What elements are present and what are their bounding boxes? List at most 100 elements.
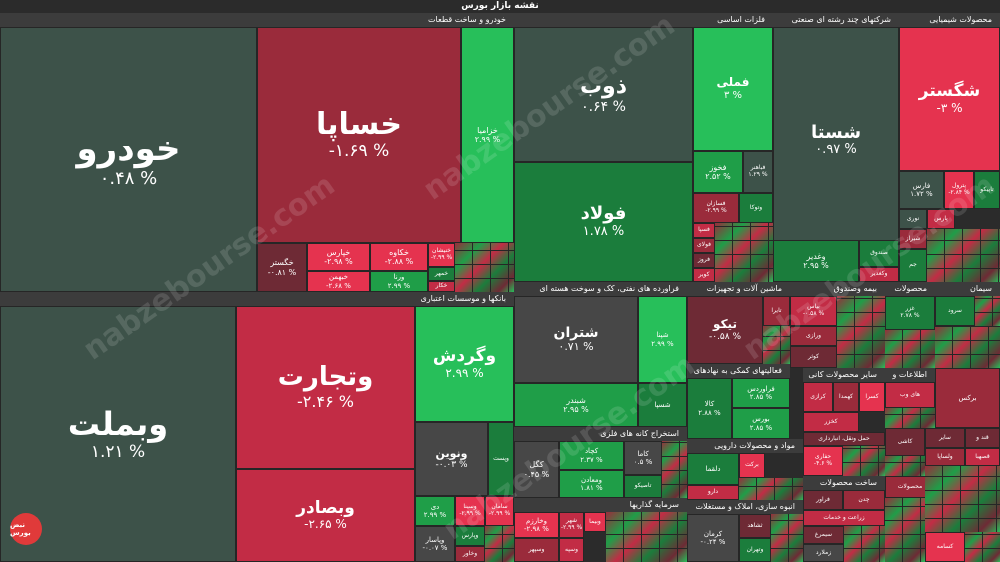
tile-fameli[interactable]: فملی ۳ % (693, 27, 773, 151)
tile-faravar[interactable]: فراور (803, 490, 843, 510)
tile-dalqema[interactable]: دلقما (687, 453, 739, 485)
tile-kasra[interactable]: کسرا (859, 382, 885, 412)
tile-vtehran[interactable]: وتهران (739, 538, 771, 562)
sector-header[interactable]: سرمایه گذاریها (514, 498, 687, 512)
tile-kashi[interactable]: کاشی (885, 428, 925, 456)
sector-header[interactable]: ساخت محصولات (803, 476, 885, 490)
tile-soroud[interactable]: سرود (935, 296, 975, 326)
tile-cluster[interactable] (925, 466, 1000, 532)
tile-hamyab[interactable]: های وب (885, 382, 935, 408)
sector-header[interactable]: محصولات شیمیایی (899, 13, 1000, 27)
tile-tasiko[interactable]: تاصیکو (624, 475, 662, 498)
tile-cluster[interactable] (844, 526, 885, 562)
tile-bimas[interactable]: بیاس -۰.۵۸ % (790, 296, 837, 326)
tile-cluster[interactable] (715, 223, 773, 282)
tile-darou[interactable]: دارو (687, 485, 739, 500)
tile-khmohr[interactable]: خمهر (428, 267, 455, 281)
tile-khzamia[interactable]: خزامیا ۲.۹۹ % (461, 27, 514, 243)
tile-cluster[interactable] (739, 478, 803, 500)
tile-cluster[interactable] (763, 326, 790, 364)
tile-sandouq[interactable]: صندوق (859, 240, 899, 267)
sector-header[interactable]: ماشین آلات و تجهیزات (687, 282, 790, 296)
tile-ghasom[interactable]: قصهبا (965, 448, 1000, 466)
tile-vsepehr[interactable]: وسپهر (514, 538, 559, 562)
tile-hami[interactable]: حمل ونقل، انبارداری (803, 432, 885, 446)
tile-zob[interactable]: ذوب ۰.۶۴ % (514, 27, 693, 162)
tile-vpasar[interactable]: وپاسار -۰.۰۷ % (415, 526, 455, 562)
tile-cluster[interactable] (885, 408, 935, 428)
sector-header[interactable]: فعالیتهای کمکی به نهادهای (687, 364, 790, 378)
sector-header[interactable]: بیمه وصندوق (790, 282, 885, 296)
tile-shasta[interactable]: شستا ۰.۹۷ % (773, 27, 899, 254)
tile-vbsader[interactable]: وبصادر -۲.۶۵ % (236, 469, 415, 562)
tile-khgostar[interactable]: خگستر -۰.۸۱ % (257, 243, 307, 292)
tile-shiraz[interactable]: شیراز (899, 229, 927, 249)
tile-fravars[interactable]: فراوردس ۲.۸۵ % (732, 378, 790, 408)
tile-jam[interactable]: جم (899, 249, 927, 282)
tile-vrazi[interactable]: ورازی (790, 326, 837, 346)
tile-cluster[interactable] (965, 532, 1000, 562)
tile-vsina[interactable]: وسینا -۲.۹۹ % (455, 496, 485, 526)
tile-khsapa[interactable]: خساپا -۱.۶۹ % (257, 27, 461, 243)
tile-vbima[interactable]: وبیما (584, 512, 606, 532)
tile-sheshahed[interactable]: ثشاهد (739, 514, 771, 538)
tile-vsapa[interactable]: وسپه (559, 538, 584, 562)
sector-header[interactable]: مواد و محصولات دارویی (687, 439, 803, 453)
tile-kehamda[interactable]: کهمدا (833, 382, 859, 412)
tile-pars[interactable]: پارس (927, 209, 955, 229)
tile-vrena[interactable]: ورنا ۲.۹۹ % (370, 271, 428, 292)
tile-votoka[interactable]: وتوکا (739, 193, 773, 223)
tile-shsepa[interactable]: شسپا (638, 383, 687, 427)
tile-khkar[interactable]: خکار (428, 281, 455, 292)
tile-hafari[interactable]: حفاری -۴.۶ % (803, 446, 843, 476)
tile-kasama[interactable]: کسامه (925, 532, 965, 562)
tile-tiko[interactable]: تیکو -۰.۵۸ % (687, 296, 763, 364)
tile-khkave[interactable]: خکاوه -۲.۸۸ % (370, 243, 428, 271)
tile-vgardesh[interactable]: وگردش ۲.۹۹ % (415, 306, 514, 422)
tile-fsazan[interactable]: فسازان -۲.۹۹ % (693, 193, 739, 223)
tile-fars[interactable]: فارس ۱.۷۲ % (899, 171, 944, 209)
tile-vghadir[interactable]: وغدیر ۲.۹۵ % (773, 240, 859, 282)
tile-khnishan[interactable]: خنیشان -۲.۹۹ % (428, 243, 455, 267)
tile-fasfa[interactable]: فسپا (693, 223, 715, 238)
tile-kama[interactable]: کاما ۰.۵ % (624, 441, 662, 475)
tile-barkas[interactable]: برکس (935, 368, 1000, 428)
tile-kekhazar[interactable]: کخزر (803, 412, 859, 432)
sector-header[interactable]: سیمان (935, 282, 1000, 296)
tile-zamaza[interactable]: زملارد (803, 544, 844, 562)
tile-kousar[interactable]: کوثر (790, 346, 837, 368)
tile-qand[interactable]: قند و (965, 428, 1000, 448)
tile-agri[interactable]: زراعت و خدمات (803, 510, 885, 526)
tile-petrol[interactable]: پترول -۲.۸۴ % (944, 171, 974, 209)
tile-barakat[interactable]: برکت (739, 453, 765, 478)
tile-cluster[interactable] (771, 514, 803, 562)
tile-shbandar[interactable]: شبندر ۲.۹۵ % (514, 383, 638, 427)
tile-tayra[interactable]: تایرا (763, 296, 790, 326)
tile-fbahonar[interactable]: فباهنر ۱.۲۹ % (743, 151, 773, 193)
tile-kerajeh[interactable]: کرازی (803, 382, 833, 412)
tile-shahr[interactable]: شهر -۲.۹۹ % (559, 512, 584, 538)
tile-cluster[interactable] (606, 512, 687, 562)
tile-cluster[interactable] (485, 526, 514, 562)
tile-folad[interactable]: فولاد ۱.۷۸ % (514, 162, 693, 282)
tile-kerman[interactable]: کرمان -۰.۲۴ % (687, 514, 739, 562)
tile-cluster[interactable] (885, 498, 925, 562)
tile-vasaly[interactable]: ولساپا (925, 448, 965, 466)
tile-sisab[interactable]: سیمرغ (803, 526, 844, 544)
tile-kavir[interactable]: کویر (693, 268, 715, 282)
tile-kgol[interactable]: کگل ۰.۴۵ % (514, 441, 559, 498)
tile-khodro[interactable]: خودرو ۰.۴۸ % (0, 27, 257, 292)
tile-vkadir[interactable]: وکغدیر (859, 267, 899, 282)
tile-vkhavar[interactable]: وخاور (455, 546, 485, 562)
sector-header[interactable]: شرکتهای چند رشته ای صنعتی (773, 13, 899, 27)
tile-cluster[interactable] (885, 330, 935, 368)
tile-sayer[interactable]: سایر (925, 428, 965, 448)
tile-cluster[interactable] (455, 243, 514, 292)
tile-khbahman[interactable]: خبهمن -۲.۶۸ % (307, 271, 370, 292)
sector-header[interactable]: اطلاعات و (885, 368, 935, 382)
tile-fkhuz[interactable]: فخوز ۲.۵۲ % (693, 151, 743, 193)
tile-cluster[interactable] (662, 441, 687, 498)
tile-cheen[interactable]: چدن (843, 490, 885, 510)
tile-ghazar[interactable]: غزر ۲.۷۸ % (885, 296, 935, 330)
sector-header[interactable]: خودرو و ساخت قطعات (0, 13, 514, 27)
